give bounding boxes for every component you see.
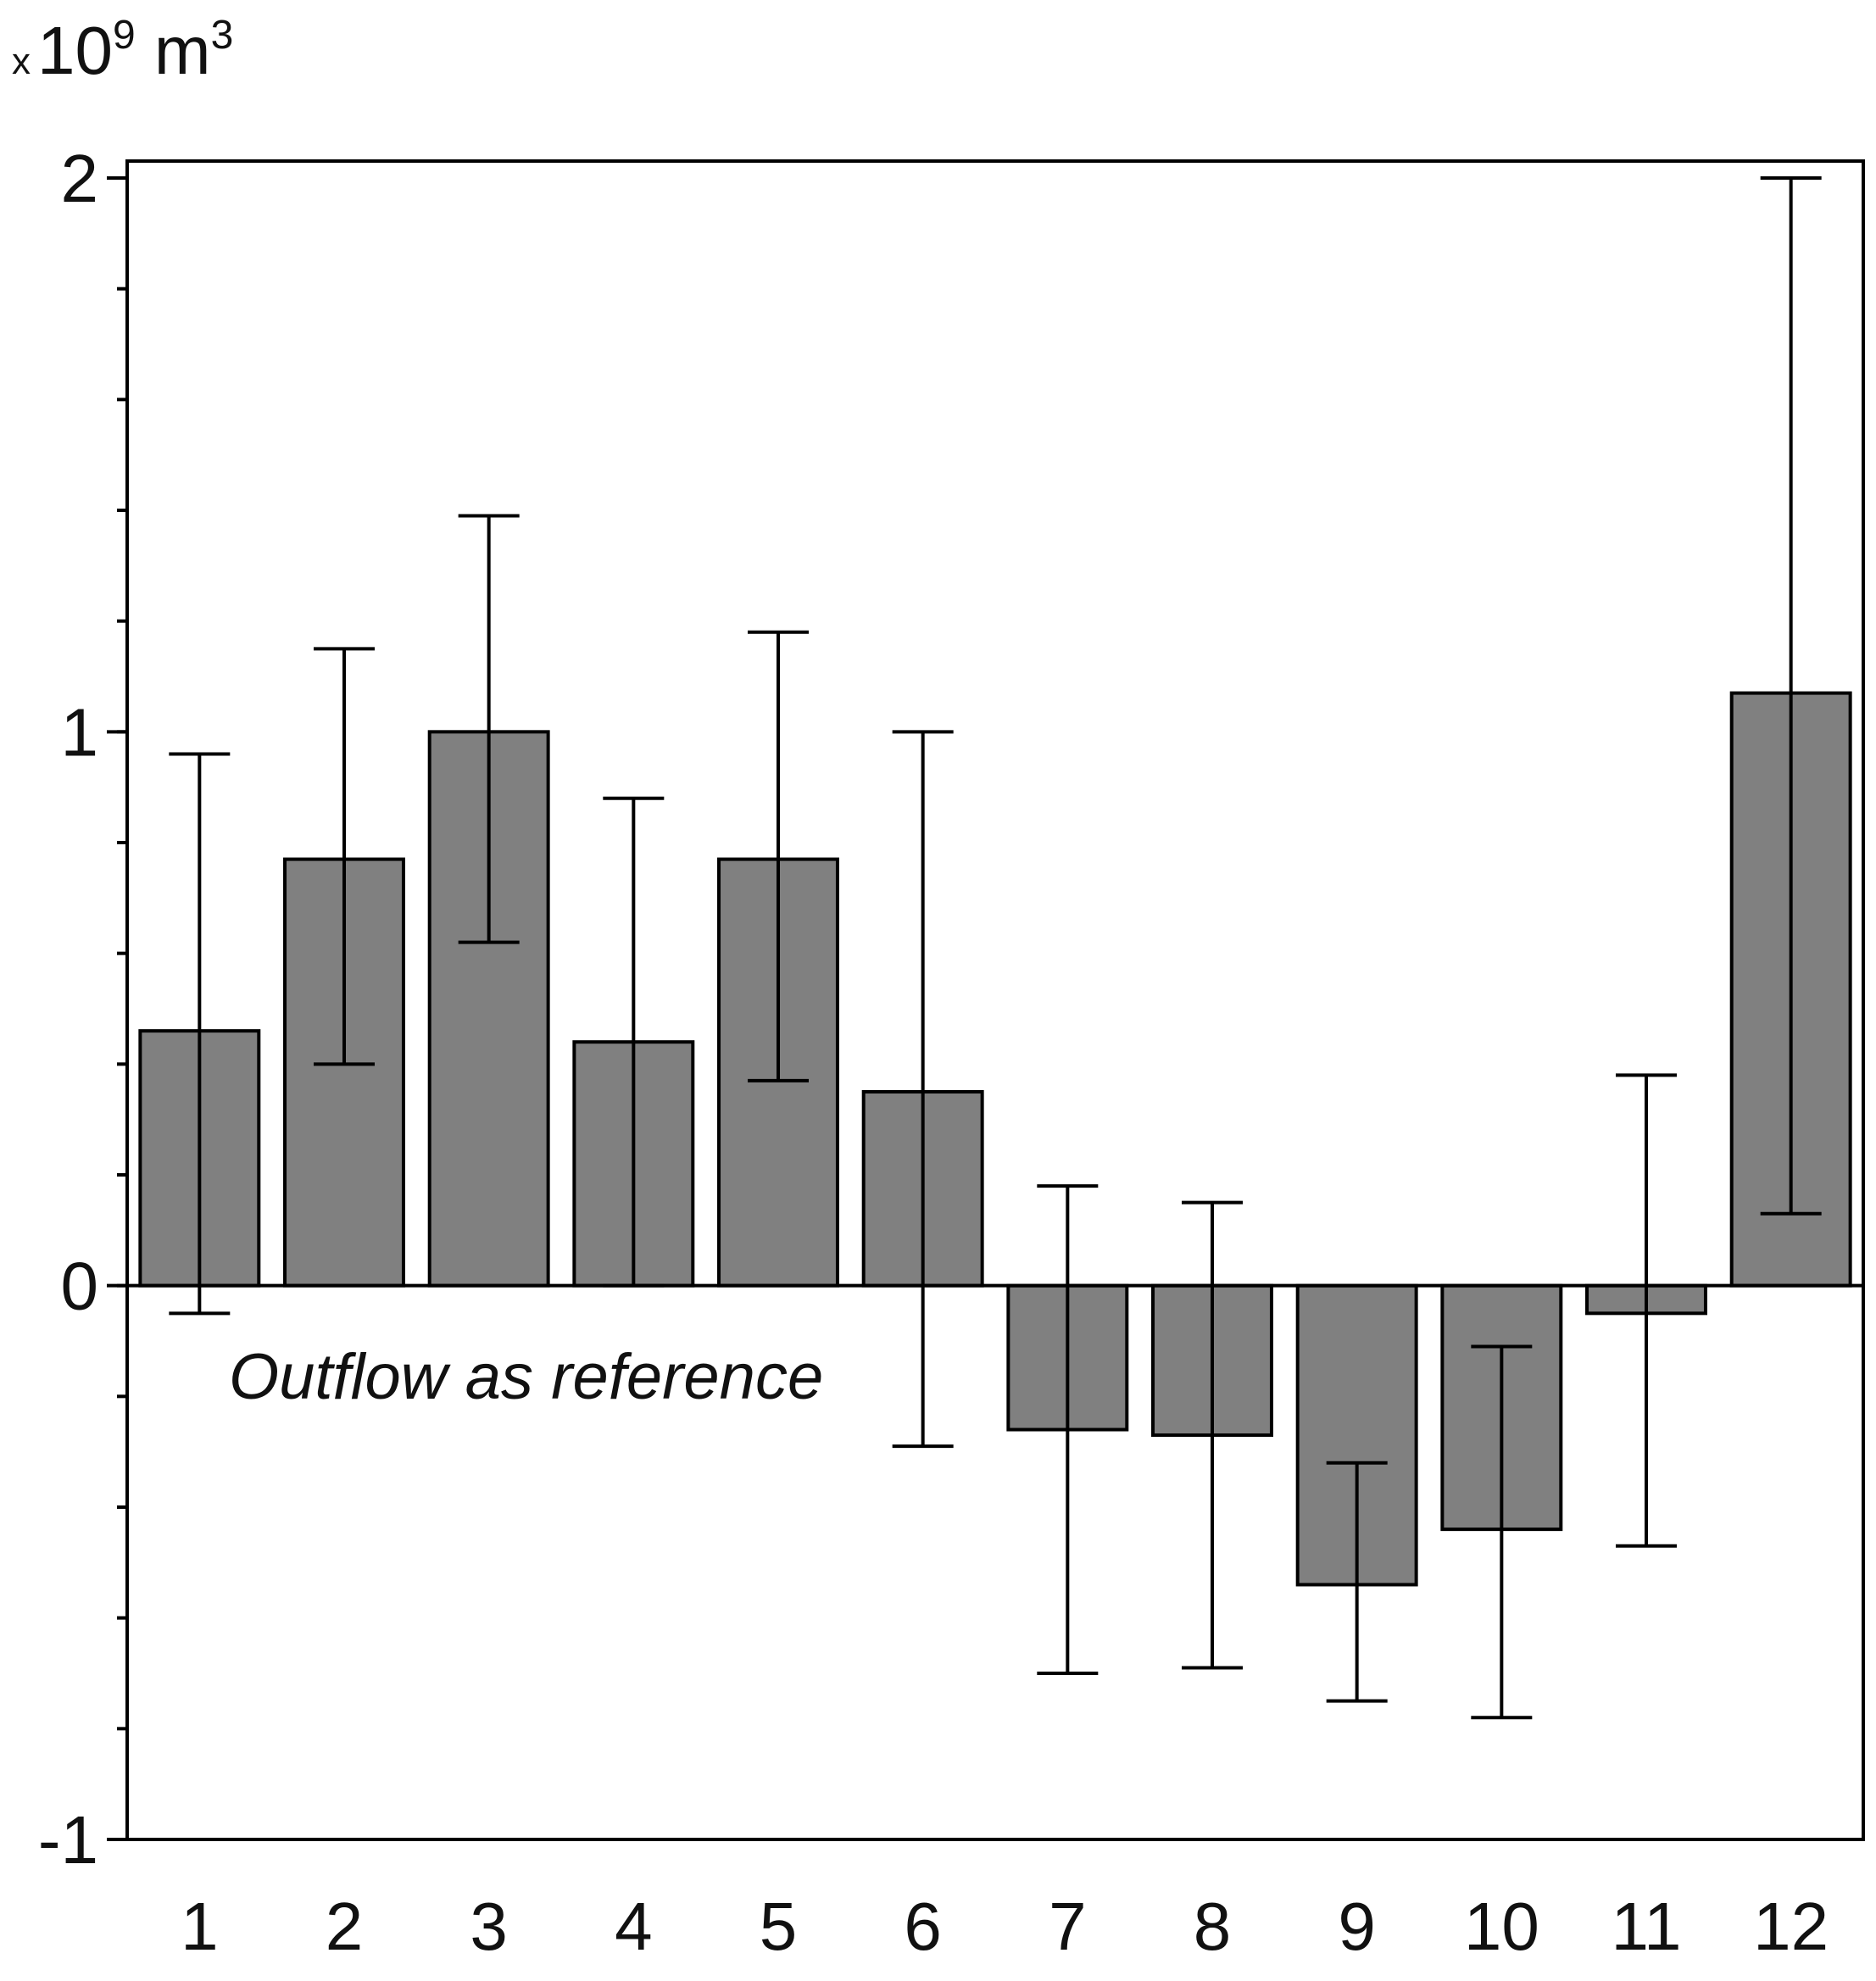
x-tick-label-7: 7 — [1049, 1889, 1087, 1964]
annotation-outflow-reference: Outflow as reference — [229, 1341, 823, 1413]
unit-exponent-3: 3 — [210, 13, 234, 58]
x-tick-label-2: 2 — [326, 1889, 364, 1964]
x-tick-label-1: 1 — [181, 1889, 219, 1964]
x-tick-label-9: 9 — [1338, 1889, 1376, 1964]
x-tick-label-5: 5 — [760, 1889, 798, 1964]
x-tick-label-10: 10 — [1464, 1889, 1539, 1964]
x-tick-label-4: 4 — [615, 1889, 653, 1964]
y-tick-label-0: 0 — [61, 1249, 99, 1324]
x-tick-label-12: 12 — [1753, 1889, 1829, 1964]
unit-m: m — [135, 13, 211, 88]
y-tick-label-2: 2 — [61, 141, 99, 216]
x-tick-label-3: 3 — [470, 1889, 508, 1964]
x-tick-label-8: 8 — [1194, 1889, 1232, 1964]
unit-multiplier-x: x — [12, 41, 31, 82]
plot-frame — [125, 159, 1865, 1841]
x-tick-label-6: 6 — [904, 1889, 942, 1964]
unit-exponent-9: 9 — [112, 13, 136, 58]
y-unit-label: x 109 m3 — [12, 12, 233, 90]
y-tick-label-neg1: -1 — [38, 1802, 98, 1878]
x-tick-label-11: 11 — [1611, 1889, 1681, 1964]
unit-base: 10 — [37, 13, 113, 88]
y-tick-label-1: 1 — [61, 694, 99, 770]
